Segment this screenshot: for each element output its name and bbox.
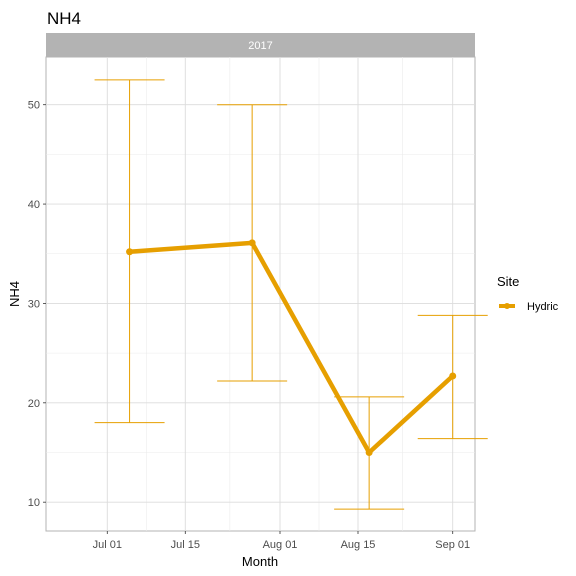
plot-panel (45, 56, 476, 532)
legend-label-hydric: Hydric (527, 301, 559, 313)
data-point (248, 239, 256, 247)
x-tick-label: Aug 01 (263, 539, 298, 551)
x-tick-label: Jul 01 (93, 539, 122, 551)
data-points (126, 239, 457, 456)
chart-title: NH4 (47, 9, 81, 28)
x-tick-label: Sep 01 (435, 539, 470, 551)
y-tick-label: 50 (28, 100, 40, 112)
series-line-hydric (129, 240, 455, 455)
legend: Site Hydric (497, 274, 559, 313)
series-lines (129, 240, 455, 455)
data-point (449, 372, 457, 380)
x-tick-label: Aug 15 (341, 539, 376, 551)
y-axis: 10 20 30 40 50 (28, 100, 46, 509)
x-axis: Jul 01 Jul 15 Aug 01 Aug 15 Sep 01 (93, 531, 470, 551)
data-point (365, 448, 373, 456)
data-point (126, 248, 134, 256)
x-tick-label: Jul 15 (171, 539, 200, 551)
y-tick-label: 10 (28, 497, 40, 509)
grid-major (46, 57, 475, 531)
y-tick-label: 30 (28, 298, 40, 310)
y-axis-title: NH4 (7, 281, 22, 307)
legend-key-point (504, 303, 510, 309)
x-axis-title: Month (242, 554, 278, 569)
y-tick-label: 40 (28, 199, 40, 211)
facet-strip-label: 2017 (248, 40, 272, 52)
legend-title: Site (497, 274, 519, 289)
y-tick-label: 20 (28, 398, 40, 410)
facet-strip (46, 33, 475, 57)
